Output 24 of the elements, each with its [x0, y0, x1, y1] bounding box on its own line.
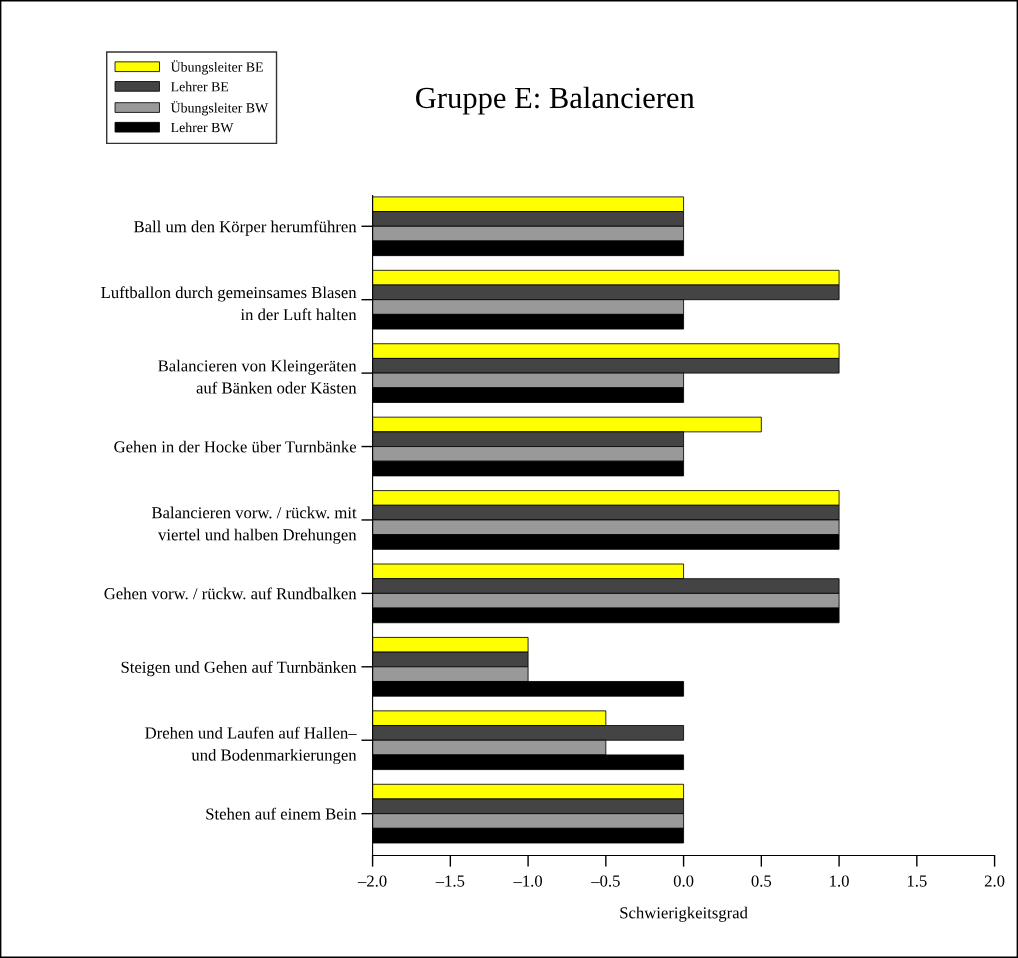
- y-tick-label: Gehen vorw. / rückw. auf Rundbalken: [104, 587, 357, 600]
- x-axis-title: Schwierigkeitsgrad: [620, 906, 748, 922]
- y-tick-label: Balancieren von Kleingeräten auf Bänken oder Kästen: [158, 359, 357, 394]
- x-tick-label: 1.5: [907, 875, 927, 887]
- legend-label: Lehrer BW: [171, 122, 234, 133]
- y-tick-label: Steigen und Gehen auf Turnbänken: [121, 660, 357, 677]
- x-tick-label: –0.5: [591, 875, 620, 887]
- x-tick-label: 0.5: [751, 875, 772, 887]
- x-tick-label: 1.0: [830, 875, 849, 887]
- y-tick-label: Drehen und Laufen auf Hallen– und Bodenmarkierungen: [145, 726, 357, 765]
- y-tick-label: Gehen in der Hocke über Turnbänke: [114, 440, 357, 453]
- legend-label: Übungsleiter BE: [170, 60, 263, 75]
- legend-label: Übungsleiter BW: [170, 101, 269, 116]
- legend-label: Lehrer BE: [171, 81, 229, 92]
- y-tick-label: Ball um den Körper herumführen: [134, 220, 357, 236]
- x-tick-label: 0.0: [673, 875, 694, 887]
- x-tick-label: –1.5: [435, 875, 465, 887]
- y-tick-label: Balancieren vorw. / rückw. mit viertel und halben Drehungen: [151, 506, 357, 544]
- chart-title: Gruppe E: Balancieren: [416, 86, 695, 115]
- x-tick-label: –2.0: [357, 875, 387, 887]
- y-tick-label: Luftballon durch gemeinsames Blasen in der Luft halten: [101, 286, 357, 321]
- y-tick-label: Stehen auf einem Bein: [206, 807, 357, 820]
- x-tick-label: –1.0: [513, 875, 543, 887]
- x-tick-label: 2.0: [984, 875, 1005, 887]
